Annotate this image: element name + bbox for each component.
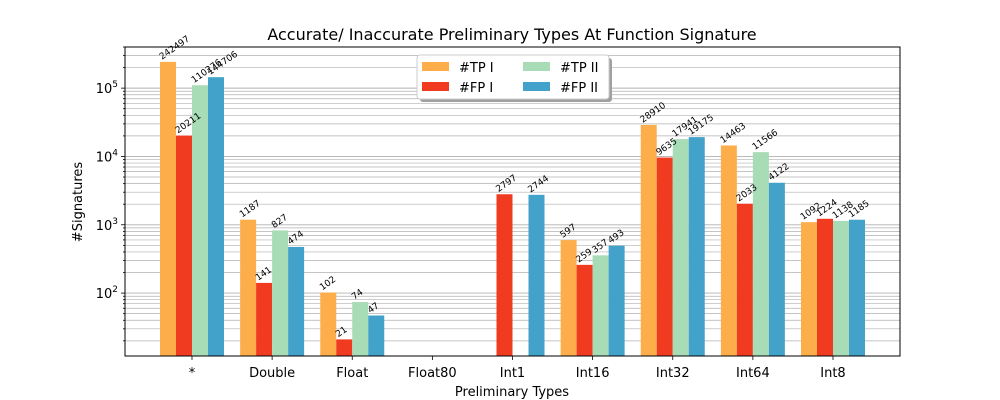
x-tick-label: Double	[249, 366, 295, 381]
legend-label: #FP II	[560, 81, 598, 96]
legend-swatch	[523, 62, 550, 71]
bar	[272, 230, 289, 356]
x-tick-label: Int1	[500, 366, 525, 381]
x-tick-label: Int16	[576, 366, 610, 381]
x-tick-label: Int8	[820, 366, 845, 381]
legend-swatch	[523, 82, 550, 91]
x-tick-label: *	[189, 366, 196, 381]
bar	[288, 246, 305, 356]
y-tick-label: 104	[96, 148, 119, 165]
bar	[656, 157, 673, 356]
bar	[256, 282, 273, 356]
legend-label: #TP I	[459, 61, 494, 76]
bar	[240, 219, 257, 356]
y-tick-label: 105	[96, 80, 118, 97]
bar	[768, 182, 785, 356]
bar	[368, 315, 385, 356]
bar-value-label: 102	[318, 275, 338, 293]
bar	[576, 264, 593, 356]
x-ticks: * Double Float Float80 Int1 Int16 Int32 Int64 In…	[189, 356, 846, 381]
bar	[817, 218, 833, 356]
bar-value-label: 141	[254, 265, 274, 283]
bar	[528, 194, 545, 356]
bar	[801, 222, 817, 356]
x-axis-label: Preliminary Types	[455, 385, 569, 400]
bar	[336, 339, 353, 356]
bar	[640, 124, 657, 356]
bars	[160, 61, 865, 357]
legend-swatch	[422, 82, 449, 91]
bar	[160, 61, 176, 356]
bar	[592, 255, 609, 356]
bar	[320, 292, 337, 356]
bar	[833, 220, 849, 356]
x-tick-label: Float	[336, 366, 368, 381]
bar-value-label: 4122	[767, 162, 791, 183]
y-tick-label: 102	[96, 285, 118, 302]
chart-title: Accurate/ Inaccurate Preliminary Types A…	[267, 25, 756, 44]
bar-value-label: 14463	[719, 121, 748, 146]
bar-value-label: 2797	[494, 173, 518, 194]
legend-box	[416, 54, 610, 100]
bar-value-label: 74	[350, 288, 365, 303]
bar	[496, 194, 513, 356]
bar	[736, 203, 753, 356]
bar-value-label: 493	[607, 228, 627, 246]
bar-value-label: 28910	[639, 101, 668, 126]
y-tick-label: 103	[96, 217, 118, 234]
bar	[176, 135, 192, 356]
bar	[752, 152, 769, 356]
bar-value-label: 474	[286, 229, 306, 247]
bar	[352, 302, 369, 356]
y-axis-label: #Signatures	[71, 162, 86, 243]
legend-swatch	[422, 62, 449, 71]
bar-value-label: 1187	[238, 199, 262, 220]
bar	[720, 145, 737, 356]
x-tick-label: Float80	[408, 366, 457, 381]
bar	[608, 245, 625, 356]
legend: #TP I #FP I #TP II #FP II	[416, 54, 612, 102]
bar-value-label: 11566	[751, 128, 780, 153]
bar-value-label: 242497	[158, 34, 192, 62]
bar	[192, 85, 208, 357]
x-tick-label: Int32	[656, 366, 690, 381]
bar	[208, 77, 224, 356]
y-ticks: 102 103 104 105	[96, 46, 125, 342]
legend-label: #TP II	[560, 61, 598, 76]
bar	[849, 219, 865, 356]
legend-label: #FP I	[459, 81, 493, 96]
bar	[672, 139, 689, 356]
bar-value-label: 21	[334, 325, 349, 340]
x-tick-label: Int64	[736, 366, 770, 381]
bar	[560, 240, 577, 356]
bar	[688, 137, 705, 356]
